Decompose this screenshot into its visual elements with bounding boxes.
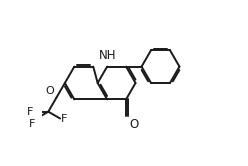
Text: F: F	[27, 107, 33, 117]
Text: F: F	[61, 114, 67, 124]
Text: O: O	[46, 86, 54, 96]
Text: O: O	[129, 118, 138, 131]
Text: NH: NH	[99, 49, 117, 62]
Text: F: F	[29, 119, 36, 129]
